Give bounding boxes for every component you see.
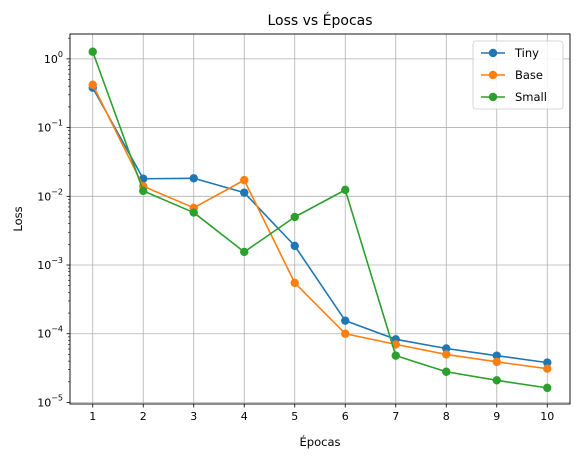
x-tick-label: 2 (140, 410, 147, 423)
data-point-base (543, 364, 552, 373)
data-point-small (543, 383, 552, 393)
legend-marker-base (488, 70, 498, 80)
chart-title: Loss vs Épocas (267, 12, 372, 29)
data-point-small (88, 47, 97, 56)
y-tick-label-exponent: −1 (51, 119, 63, 128)
y-tick-label: 10−3 (37, 256, 63, 272)
x-tick-label: 6 (342, 410, 349, 423)
y-tick-label-base: 10 (37, 396, 51, 409)
y-tick-label: 10−5 (37, 393, 63, 409)
data-point-small (189, 208, 198, 217)
data-point-small (391, 351, 400, 360)
data-point-base (88, 80, 97, 89)
data-point-tiny (442, 344, 451, 353)
data-point-small (492, 376, 501, 385)
data-point-base (341, 329, 350, 338)
x-tick-label: 10 (540, 410, 554, 423)
series-line-tiny (92, 87, 548, 364)
y-tick-label: 10−1 (37, 119, 63, 135)
y-tick-label-base: 10 (44, 53, 58, 66)
data-point-small (442, 367, 451, 376)
y-tick-label-base: 10 (37, 122, 51, 135)
data-point-tiny (341, 316, 350, 325)
x-axis-title: Épocas (300, 434, 341, 449)
legend-label-small: Small (515, 90, 547, 104)
y-tick-label-base: 10 (37, 328, 51, 341)
y-tick-label: 100 (44, 50, 63, 66)
legend-box (472, 40, 564, 110)
data-point-tiny (290, 241, 299, 251)
x-tick-label: 8 (443, 410, 450, 423)
data-point-base (492, 357, 501, 367)
legend-label-tiny: Tiny (514, 46, 539, 60)
x-axis-ticks: 1 2 3 4 5 6 7 8 9 10 (89, 404, 554, 423)
y-tick-label-exponent: −2 (51, 187, 63, 196)
y-tick-label-exponent: −5 (51, 393, 63, 402)
legend-marker-small (488, 92, 498, 102)
data-point-base (290, 278, 299, 288)
legend-marker-tiny (488, 48, 498, 58)
data-point-small (290, 212, 299, 222)
data-point-small (139, 186, 148, 196)
data-point-base (442, 350, 451, 359)
y-tick-label-exponent: −4 (51, 325, 63, 334)
y-tick-label: 10−4 (37, 325, 63, 341)
x-tick-label: 5 (291, 410, 298, 423)
plot-frame (69, 33, 571, 405)
data-point-tiny (492, 351, 501, 360)
y-axis-title: Loss (11, 206, 25, 231)
y-tick-label-exponent: 0 (58, 50, 63, 59)
data-point-small (240, 247, 249, 257)
x-tick-label: 3 (190, 410, 197, 423)
y-tick-label-base: 10 (37, 259, 51, 272)
data-point-small (341, 185, 350, 195)
data-point-tiny (240, 188, 249, 197)
y-tick-label: 10−2 (37, 187, 63, 203)
data-point-tiny (543, 358, 552, 367)
data-point-base (240, 175, 249, 185)
x-tick-label: 9 (493, 410, 500, 423)
series-line-base (92, 84, 548, 370)
series-layer (88, 47, 552, 393)
legend-label-base: Base (515, 68, 543, 82)
x-tick-label: 1 (89, 410, 96, 423)
x-tick-label: 7 (392, 410, 399, 423)
legend: Tiny Base Small (472, 40, 564, 110)
series-small (88, 47, 552, 393)
y-tick-label-base: 10 (37, 190, 51, 203)
series-line-small (91, 51, 548, 389)
x-tick-label: 4 (241, 410, 248, 423)
y-tick-label-exponent: −3 (51, 256, 63, 265)
data-point-tiny (189, 174, 198, 183)
